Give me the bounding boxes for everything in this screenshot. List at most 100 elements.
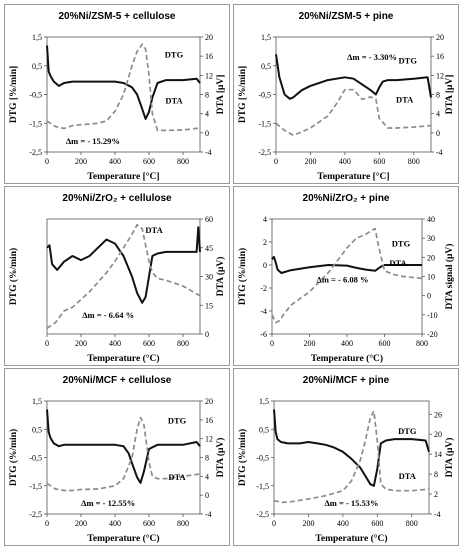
chart-mcf-pine: 20%Ni/MCF + pine 0 200 400 600 800 1,5 0,5 -0,5 -… [237,375,455,544]
x-tick-label: 800 [408,157,420,166]
chart-panel-mcf-pine: 20%Ni/MCF + pine 0 200 400 600 800 1,5 0,5 -0,5 -… [233,368,459,546]
x-tick-label: 400 [341,339,353,348]
x-tick-label: 800 [406,519,418,528]
x-axis-label: Temperature [°C] [87,171,159,182]
chart-annotation: DTG [392,239,411,249]
y-axis-label: DTG (%/min) [237,429,248,486]
chart-title: 20%Ni/MCF + cellulose [63,375,172,386]
chart-annotation: DTG [168,416,187,426]
chart-annotation: Δm = - 15.29% [66,136,120,146]
chart-annotation: DTG [398,426,417,436]
y-tick-label: -2,5 [29,510,42,519]
chart-annotation: DTG [399,55,418,65]
chart-annotation: DTA [145,225,163,235]
y2-tick-label: 4 [205,472,209,481]
y2-tick-label: 8 [205,91,209,100]
y-tick-label: -2 [260,284,267,293]
y-tick-label: -6 [260,330,267,339]
chart-title: 20%Ni/ZrO₂ + pine [303,193,390,204]
y-tick-label: -1,5 [258,119,271,128]
y-tick-label: 1,5 [32,397,42,406]
y2-tick-label: 2 [434,490,438,499]
x-tick-label: 800 [177,519,189,528]
x-tick-label: 200 [304,157,316,166]
y2-tick-label: 0 [436,129,440,138]
y-tick-label: 4 [263,215,267,224]
x-tick-label: 600 [373,157,385,166]
y-axis-label: DTG [%/min] [9,66,19,123]
plot-frame [273,400,430,515]
x-axis-label: Temperature (°C) [311,353,383,364]
chart-panel-mcf-cellulose: 20%Ni/MCF + cellulose 0 200 400 600 800 1,5 0,5… [4,368,230,546]
x-axis-label: Temperature (°C) [87,533,159,544]
x-tick-label: 600 [143,519,155,528]
y-tick-label: 0,5 [259,425,269,434]
y2-tick-label: 12 [205,435,213,444]
y2-tick-label: -4 [205,510,212,519]
series-line-dta [46,43,201,132]
x-tick-label: 0 [45,157,49,166]
y-tick-label: -4 [260,307,267,316]
y2-tick-label: 8 [434,470,438,479]
y-tick-label: -2,5 [258,148,271,157]
y-tick-label: -0,5 [29,454,42,463]
y2-tick-label: 16 [436,52,444,61]
x-axis-label: Temperature [°C] [317,171,389,182]
chart-annotation: Δm = - 6.08 % [317,274,369,284]
x-tick-label: 800 [416,339,428,348]
y2-tick-label: 0 [205,129,209,138]
y2-tick-label: 16 [205,416,213,425]
x-tick-label: 200 [75,339,87,348]
series-line-dtg [46,409,201,484]
x-tick-label: 400 [109,519,121,528]
y2-tick-label: 0 [205,330,209,339]
chart-title: 20%Ni/ZSM-5 + pine [299,11,394,22]
y2-tick-label: 40 [427,215,435,224]
x-tick-label: 0 [272,519,276,528]
chart-mcf-cellulose: 20%Ni/MCF + cellulose 0 200 400 600 800 1,5 0,5… [8,375,226,544]
y-tick-label: 2 [263,238,267,247]
x-axis-label: Temperature (°C) [87,353,159,364]
x-tick-label: 200 [75,519,87,528]
y2-axis-label: DTA signal (μV) [444,244,455,310]
y2-tick-label: 30 [205,273,213,282]
y2-tick-label: 4 [436,110,440,119]
x-tick-label: 400 [109,339,121,348]
y2-axis-label: DTA (μV) [444,438,455,478]
y-tick-label: 1,5 [261,33,271,42]
chart-annotation: DTG [165,50,184,60]
y2-axis-label: DTA (μV) [215,438,226,478]
y2-tick-label: -4 [436,148,443,157]
y-tick-label: 0 [263,261,267,270]
y2-axis-label: DTA [μV] [445,75,455,115]
y2-tick-label: 20 [427,253,435,262]
x-tick-label: 800 [177,339,189,348]
y-tick-label: 0,5 [32,425,42,434]
y2-tick-label: 45 [205,244,213,253]
y2-tick-label: 20 [436,33,444,42]
x-tick-label: 0 [45,339,49,348]
y-tick-label: -0,5 [256,454,269,463]
y2-tick-label: 4 [205,110,209,119]
x-tick-label: 400 [339,157,351,166]
y2-tick-label: -20 [427,330,438,339]
y-tick-label: -0,5 [29,91,42,100]
y-tick-label: -1,5 [256,482,269,491]
y2-tick-label: 16 [205,52,213,61]
y2-tick-label: 12 [436,71,444,80]
series-line-dtg [273,409,430,487]
x-axis-label: Temperature (°C) [315,533,387,544]
y2-tick-label: -4 [205,148,212,157]
chart-title: 20%Ni/MCF + pine [303,375,390,386]
series-line-dtg [275,54,432,100]
x-tick-label: 0 [45,519,49,528]
y-axis-label: DTG (%/min) [8,248,19,305]
y2-tick-label: 12 [205,71,213,80]
chart-annotation: Δm = - 15.53% [324,498,378,508]
chart-panel-zro2-pine: 20%Ni/ZrO₂ + pine 0 200 400 600 800 4 2 0 -2 -4 -6 4… [233,186,459,366]
y2-axis-label: DTA (μV) [215,257,226,297]
chart-annotation: DTA [389,258,407,268]
chart-panel-zsm5-pine: 20%Ni/ZSM-5 + pine 0 200 400 600 800 1,5 0,5 -0,… [233,4,459,184]
chart-title: 20%Ni/ZSM-5 + cellulose [59,11,176,22]
